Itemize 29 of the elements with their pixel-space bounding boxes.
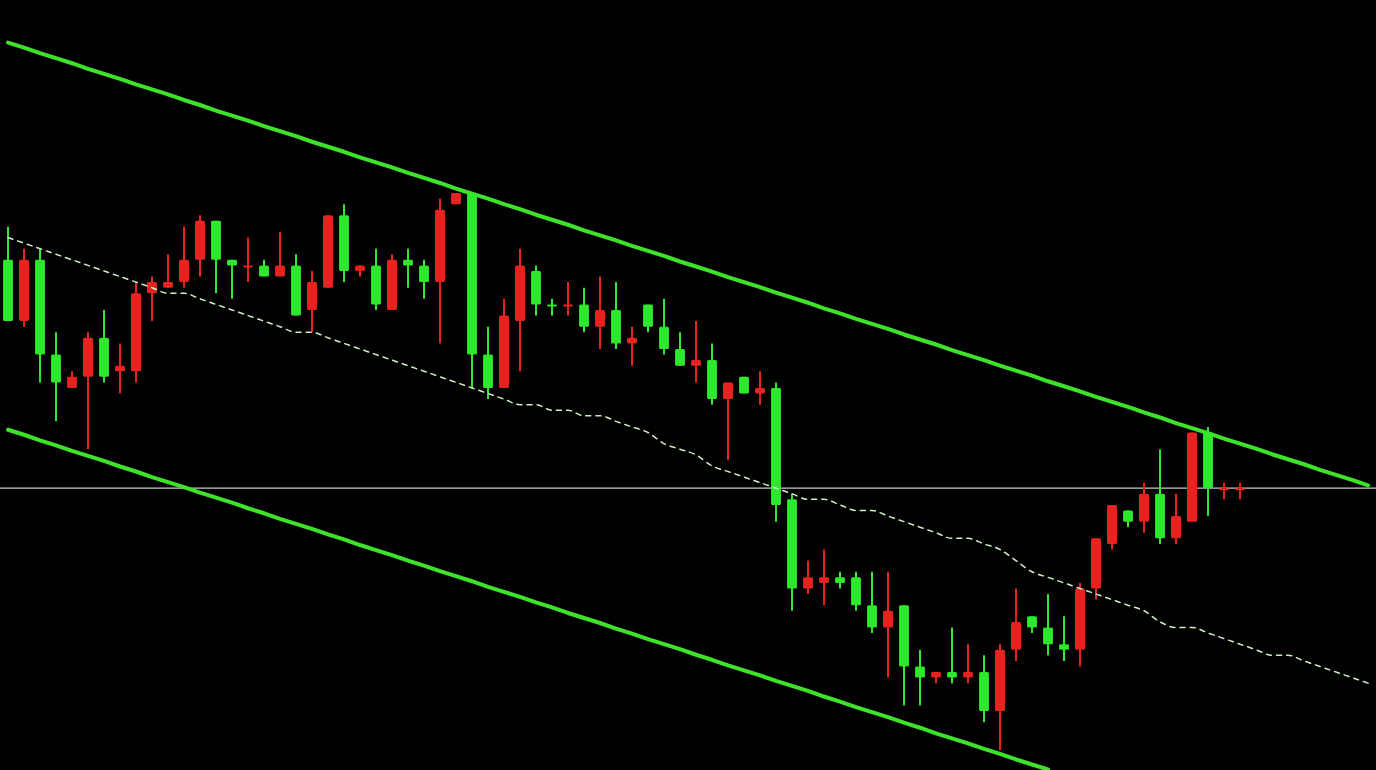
candlestick <box>403 247 413 289</box>
candlestick <box>883 570 893 679</box>
candlestick <box>579 286 589 334</box>
candlestick <box>547 297 557 317</box>
candlestick <box>563 281 573 317</box>
candlestick <box>819 548 829 607</box>
candlestick <box>1043 593 1053 657</box>
candlestick <box>643 303 653 334</box>
candlestick <box>1171 492 1181 545</box>
candlestick <box>419 258 429 300</box>
candlestick <box>675 331 685 367</box>
candlestick <box>1059 615 1069 662</box>
candlestick <box>691 320 701 384</box>
candlestick <box>803 559 813 596</box>
candlestick <box>115 342 125 395</box>
candlestick <box>163 253 173 289</box>
candlestick <box>867 570 877 635</box>
candlestick <box>915 648 925 707</box>
candlestick <box>755 370 765 406</box>
candlestick <box>963 643 973 685</box>
candlestick <box>179 225 189 289</box>
candlestick <box>659 297 669 356</box>
candlestick <box>723 381 733 462</box>
candlestick <box>595 275 605 350</box>
candlestick <box>627 325 637 367</box>
candlestick <box>275 230 285 278</box>
candlestick <box>243 236 253 284</box>
candlestick <box>947 626 957 685</box>
candlestick <box>227 258 237 300</box>
